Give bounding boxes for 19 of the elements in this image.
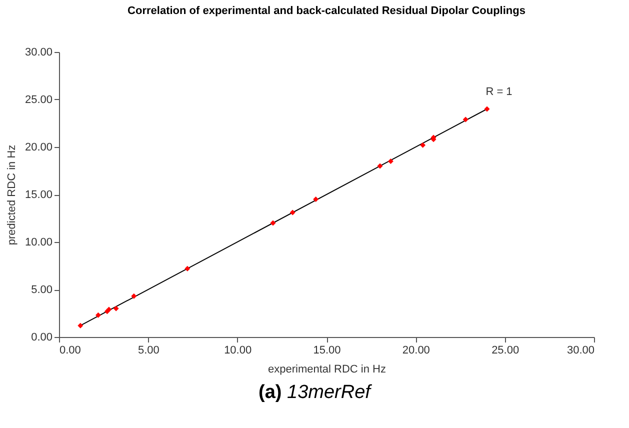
text: (a) 13merRef <box>258 382 370 403</box>
x-tick-label: 10.00 <box>224 344 252 356</box>
x-axis-title: experimental RDC in Hz <box>268 364 386 376</box>
y-tick-label: 5.00 <box>31 284 52 296</box>
y-tick-label: 10.00 <box>24 236 52 248</box>
y-tick-label: 0.00 <box>31 332 52 344</box>
x-tick-label: 20.00 <box>402 344 430 356</box>
x-tick-label: 30.00 <box>566 344 594 356</box>
y-tick-label: 20.00 <box>24 142 52 154</box>
annotation: R = 1 <box>486 86 512 98</box>
x-tick-label: 5.00 <box>138 344 160 356</box>
y-tick-label: 15.00 <box>24 189 52 201</box>
x-tick-label: 0.00 <box>60 344 81 356</box>
x-tick-label: 15.00 <box>313 344 341 356</box>
y-tick-label: 25.00 <box>24 94 52 106</box>
x-tick-label: 25.00 <box>492 344 520 356</box>
chart-title: Correlation of experimental and back-calculated Residual Dipolar Couplings <box>128 5 526 17</box>
y-tick-label: 30.00 <box>24 46 52 58</box>
y-axis-title: predicted RDC in Hz <box>6 144 18 246</box>
